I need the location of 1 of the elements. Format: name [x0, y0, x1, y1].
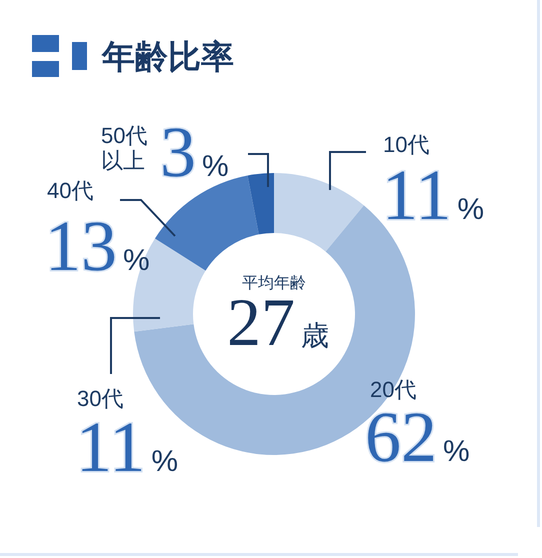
title: 年齢比率	[102, 38, 234, 75]
